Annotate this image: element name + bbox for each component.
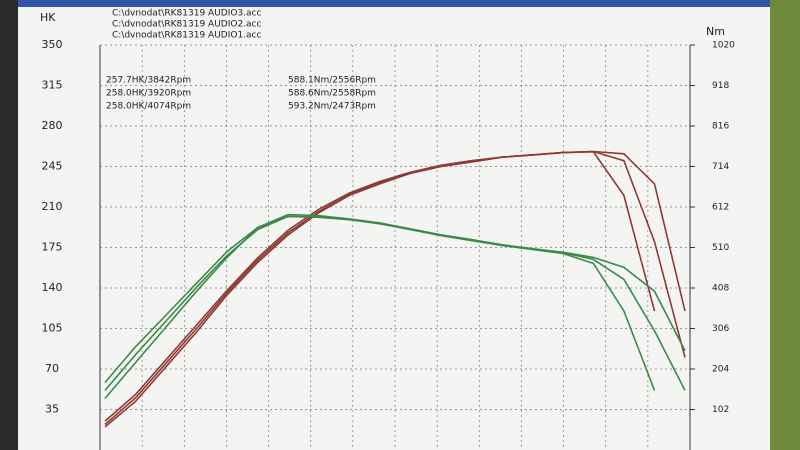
y-tick-label: 175 (42, 241, 63, 254)
y-tick-label: 105 (42, 322, 63, 335)
series-line (104, 150, 686, 428)
y2-tick-label: 510 (712, 243, 729, 253)
y-tick-label: 70 (45, 362, 59, 375)
legend-entry: 257.7HK/3842Rpm (106, 76, 191, 86)
y2-tick-label: 714 (712, 162, 729, 172)
y2-tick-label: 204 (712, 365, 729, 375)
y2-tick-label: 408 (712, 284, 729, 294)
paper (18, 0, 778, 450)
background-foliage (770, 0, 800, 450)
y-axis-label: HK (40, 11, 56, 24)
y2-tick-label: 1020 (712, 41, 735, 51)
y-tick-label: 245 (42, 160, 63, 173)
y-tick-label: 35 (45, 403, 59, 416)
top-band (18, 0, 778, 7)
y-tick-label: 140 (42, 281, 63, 294)
y2-tick-label: 102 (712, 405, 729, 415)
file-name: C:\dvnodat\RK81319 AUDIO1.acc (112, 31, 261, 41)
y2-axis-label: Nm (706, 25, 725, 38)
y-tick-label: 280 (42, 119, 63, 132)
legend-entry: 588.1Nm/2556Rpm (288, 76, 376, 86)
file-name: C:\dvnodat\RK81319 AUDIO3.acc (112, 9, 261, 19)
y2-tick-label: 612 (712, 203, 729, 213)
legend-entry: 258.0HK/3920Rpm (106, 89, 191, 99)
y-tick-label: 210 (42, 200, 63, 213)
legend-entry: 258.0HK/4074Rpm (106, 102, 191, 112)
y-tick-label: 315 (42, 79, 63, 92)
legend-entry: 588.6Nm/2558Rpm (288, 89, 376, 99)
y-tick-label: 350 (42, 38, 63, 51)
y2-tick-label: 306 (712, 324, 729, 334)
y2-tick-label: 918 (712, 81, 729, 91)
legend-entry: 593.2Nm/2473Rpm (288, 102, 376, 112)
series-line (104, 213, 686, 399)
y2-tick-label: 816 (712, 122, 729, 132)
file-name: C:\dvnodat\RK81319 AUDIO2.acc (112, 20, 261, 30)
